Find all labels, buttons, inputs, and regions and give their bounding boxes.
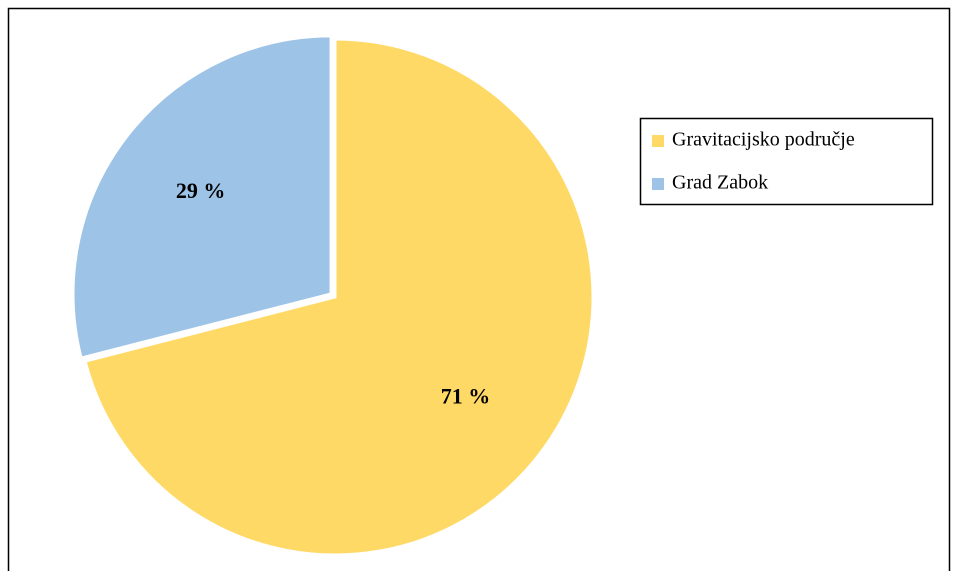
pie-slice — [83, 37, 595, 557]
legend-swatch — [652, 178, 664, 190]
legend-label: Gravitacijsko područje — [672, 129, 855, 151]
data-label: 71 % — [441, 383, 491, 408]
legend-swatch — [652, 135, 664, 147]
legend-label: Grad Zabok — [672, 172, 768, 194]
legend-box — [639, 117, 934, 206]
data-label: 29 % — [176, 178, 226, 203]
pie-slice — [71, 34, 333, 360]
